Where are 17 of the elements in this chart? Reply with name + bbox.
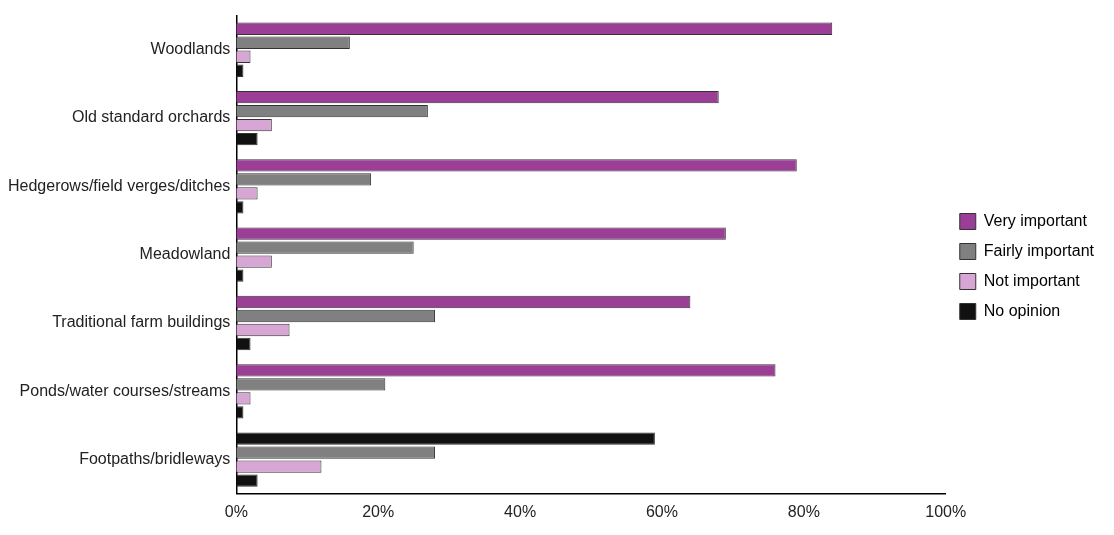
x-tick-label: 0% [224,502,248,520]
y-tick-label: Old standard orchards [72,108,231,126]
legend-label: Not important [983,271,1081,289]
y-tick-label: Traditional farm buildings [52,313,231,331]
x-tick-label: 100% [925,502,967,520]
legend-label: No opinion [983,301,1061,319]
x-tick-label: 40% [504,502,537,520]
y-tick-label: Meadowland [139,245,231,263]
x-tick-label: 60% [645,502,678,520]
y-tick-label: Woodlands [150,40,231,58]
x-tick-label: 20% [362,502,395,520]
y-tick-label: Ponds/water courses/streams [19,381,231,399]
y-tick-label: Hedgerows/field verges/ditches [7,176,231,194]
y-tick-label: Footpaths/bridleways [79,450,231,468]
legend-label: Fairly important [983,241,1095,259]
legend-label: Very important [983,211,1088,229]
x-tick-label: 80% [787,502,820,520]
